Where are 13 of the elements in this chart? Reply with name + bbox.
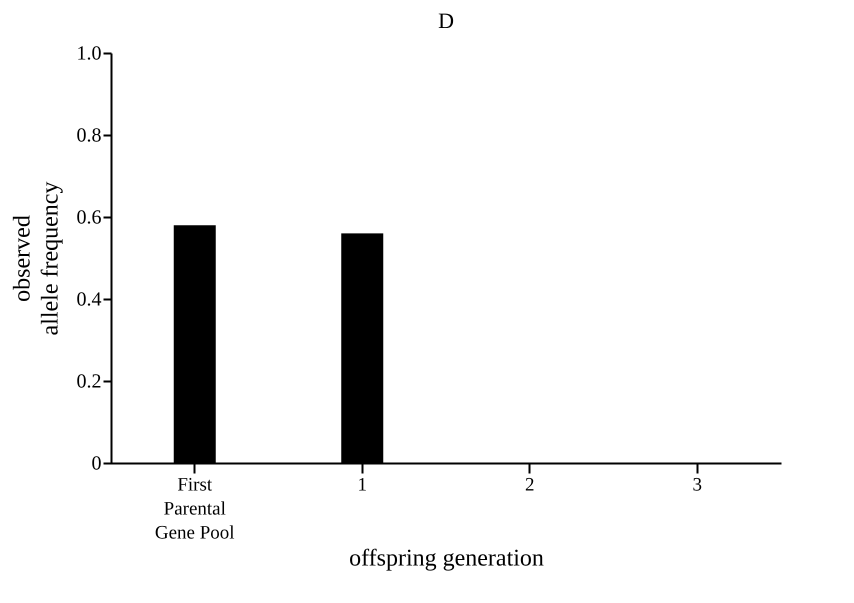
x-tick-label: 3: [692, 474, 702, 496]
chart-title: D: [438, 8, 454, 33]
y-tick-label: 0.8: [76, 124, 102, 146]
y-tick-label: 0.2: [76, 370, 102, 392]
y-tick-label: 0: [92, 452, 102, 474]
y-tick-label: 0.6: [76, 206, 102, 228]
y-axis-title: observed allele frequency: [10, 182, 64, 336]
x-axis-title: offspring generation: [349, 546, 544, 572]
y-tick-label: 1.0: [76, 42, 102, 64]
x-tick-label: First Parental Gene Pool: [154, 474, 235, 544]
x-tick-label: 2: [525, 474, 534, 496]
y-tick-label: 0.4: [76, 288, 102, 310]
x-tick-label: 1: [358, 474, 367, 496]
